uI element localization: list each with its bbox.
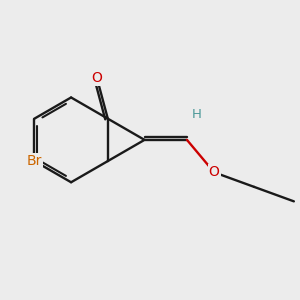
Text: H: H: [192, 108, 202, 121]
Text: O: O: [209, 165, 220, 179]
Text: O: O: [92, 71, 102, 85]
Text: Br: Br: [27, 154, 42, 168]
